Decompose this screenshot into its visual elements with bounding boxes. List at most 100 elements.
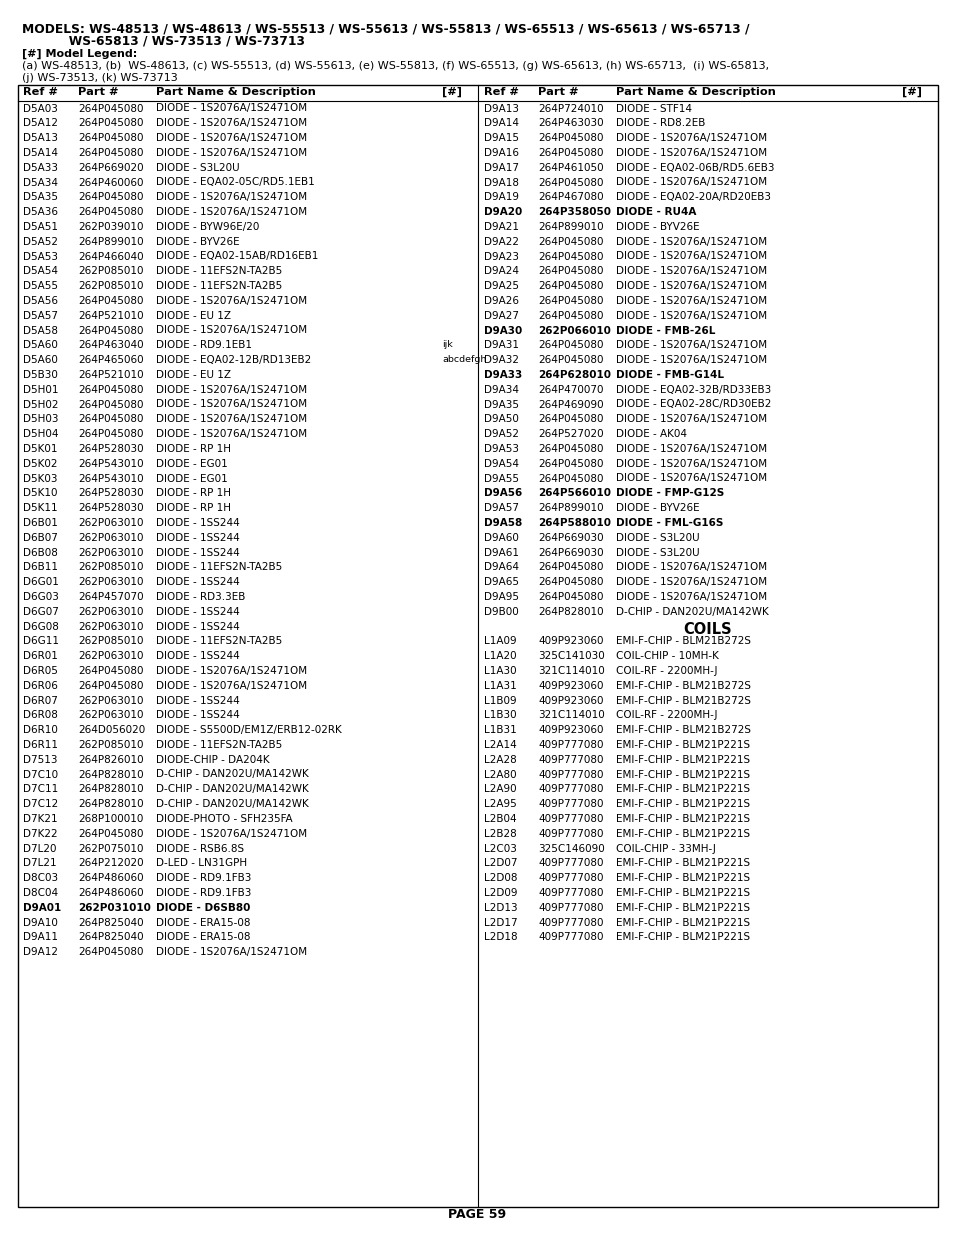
Text: 264P045080: 264P045080 <box>78 414 143 425</box>
Text: DIODE - AK04: DIODE - AK04 <box>616 429 686 440</box>
Text: D6R07: D6R07 <box>23 695 58 705</box>
Text: L2D13: L2D13 <box>483 903 517 913</box>
Text: (j) WS-73513, (k) WS-73713: (j) WS-73513, (k) WS-73713 <box>22 73 177 83</box>
Text: EMI-F-CHIP - BLM21B272S: EMI-F-CHIP - BLM21B272S <box>616 695 750 705</box>
Text: D6G01: D6G01 <box>23 577 59 587</box>
Text: 264P045080: 264P045080 <box>78 680 143 690</box>
Text: EMI-F-CHIP - BLM21P221S: EMI-F-CHIP - BLM21P221S <box>616 903 749 913</box>
Text: DIODE - 1SS244: DIODE - 1SS244 <box>156 695 239 705</box>
Text: 409P777080: 409P777080 <box>537 769 603 779</box>
Text: 264P212020: 264P212020 <box>78 858 144 868</box>
Text: EMI-F-CHIP - BLM21P221S: EMI-F-CHIP - BLM21P221S <box>616 799 749 809</box>
Text: 264P045080: 264P045080 <box>78 296 143 306</box>
Text: DIODE - RP 1H: DIODE - RP 1H <box>156 503 231 513</box>
Text: 262P066010: 262P066010 <box>537 326 610 336</box>
Text: L2A14: L2A14 <box>483 740 517 750</box>
Text: DIODE - RP 1H: DIODE - RP 1H <box>156 443 231 454</box>
Text: D9A17: D9A17 <box>483 163 518 173</box>
Text: D5K11: D5K11 <box>23 503 57 513</box>
Text: D9A35: D9A35 <box>483 399 518 410</box>
Text: [#] Model Legend:: [#] Model Legend: <box>22 49 137 59</box>
Text: D9A53: D9A53 <box>483 443 518 454</box>
Text: DIODE - S3L20U: DIODE - S3L20U <box>616 532 699 542</box>
Text: D6G07: D6G07 <box>23 606 59 616</box>
Text: 409P777080: 409P777080 <box>537 873 603 883</box>
Text: D5K10: D5K10 <box>23 488 57 498</box>
Text: D9A15: D9A15 <box>483 133 518 143</box>
Text: EMI-F-CHIP - BLM21P221S: EMI-F-CHIP - BLM21P221S <box>616 858 749 868</box>
Text: DIODE - S3L20U: DIODE - S3L20U <box>156 163 239 173</box>
Text: DIODE - EG01: DIODE - EG01 <box>156 473 228 483</box>
Text: D6R01: D6R01 <box>23 651 58 661</box>
Text: 264P045080: 264P045080 <box>537 311 603 321</box>
Text: 264P045080: 264P045080 <box>537 577 603 587</box>
Text: DIODE - 11EFS2N-TA2B5: DIODE - 11EFS2N-TA2B5 <box>156 636 282 646</box>
Text: DIODE - 1S2076A/1S2471OM: DIODE - 1S2076A/1S2471OM <box>616 414 766 425</box>
Text: DIODE - FMB-G14L: DIODE - FMB-G14L <box>616 370 723 380</box>
Text: 325C141030: 325C141030 <box>537 651 604 661</box>
Text: DIODE - BYV26E: DIODE - BYV26E <box>156 237 239 247</box>
Text: D5A57: D5A57 <box>23 311 58 321</box>
Text: DIODE - 1S2076A/1S2471OM: DIODE - 1S2076A/1S2471OM <box>616 356 766 366</box>
Text: D7513: D7513 <box>23 755 57 764</box>
Text: D5A33: D5A33 <box>23 163 58 173</box>
Text: DIODE - 1S2076A/1S2471OM: DIODE - 1S2076A/1S2471OM <box>616 282 766 291</box>
Text: DIODE - 1S2076A/1S2471OM: DIODE - 1S2076A/1S2471OM <box>616 458 766 469</box>
Text: DIODE - EU 1Z: DIODE - EU 1Z <box>156 311 231 321</box>
Text: 409P777080: 409P777080 <box>537 814 603 824</box>
Text: DIODE - BYV26E: DIODE - BYV26E <box>616 222 699 232</box>
Text: D5K02: D5K02 <box>23 458 57 469</box>
Text: D6B07: D6B07 <box>23 532 58 542</box>
Text: 264P045080: 264P045080 <box>537 282 603 291</box>
Text: D9A20: D9A20 <box>483 207 521 217</box>
Text: D9A27: D9A27 <box>483 311 518 321</box>
Text: D5A58: D5A58 <box>23 326 58 336</box>
Text: EMI-F-CHIP - BLM21P221S: EMI-F-CHIP - BLM21P221S <box>616 740 749 750</box>
Text: L2A28: L2A28 <box>483 755 517 764</box>
Text: DIODE - 11EFS2N-TA2B5: DIODE - 11EFS2N-TA2B5 <box>156 282 282 291</box>
Text: D5H01: D5H01 <box>23 384 58 395</box>
Text: D5H02: D5H02 <box>23 399 58 410</box>
Text: 409P777080: 409P777080 <box>537 932 603 942</box>
Text: L1A31: L1A31 <box>483 680 517 690</box>
Text: 264P045080: 264P045080 <box>78 829 143 839</box>
Text: Part #: Part # <box>537 86 578 98</box>
Text: 262P063010: 262P063010 <box>78 621 143 631</box>
Text: D9A23: D9A23 <box>483 252 518 262</box>
Text: D9A64: D9A64 <box>483 562 518 572</box>
Text: DIODE - BYW96E/20: DIODE - BYW96E/20 <box>156 222 259 232</box>
Text: D-CHIP - DAN202U/MA142WK: D-CHIP - DAN202U/MA142WK <box>156 784 309 794</box>
Text: 264P463040: 264P463040 <box>78 341 144 351</box>
Text: DIODE - 1SS244: DIODE - 1SS244 <box>156 651 239 661</box>
Text: 264P899010: 264P899010 <box>78 237 144 247</box>
Text: DIODE - RD9.1FB3: DIODE - RD9.1FB3 <box>156 888 251 898</box>
Text: DIODE - 1S2076A/1S2471OM: DIODE - 1S2076A/1S2471OM <box>616 562 766 572</box>
Text: 264P045080: 264P045080 <box>78 384 143 395</box>
Text: EMI-F-CHIP - BLM21P221S: EMI-F-CHIP - BLM21P221S <box>616 814 749 824</box>
Text: 264P045080: 264P045080 <box>537 178 603 188</box>
Text: DIODE - 11EFS2N-TA2B5: DIODE - 11EFS2N-TA2B5 <box>156 740 282 750</box>
Text: 409P777080: 409P777080 <box>537 903 603 913</box>
Text: D9A31: D9A31 <box>483 341 518 351</box>
Text: 409P777080: 409P777080 <box>537 799 603 809</box>
Text: 264P045080: 264P045080 <box>537 296 603 306</box>
Text: DIODE - EG01: DIODE - EG01 <box>156 458 228 469</box>
Text: EMI-F-CHIP - BLM21P221S: EMI-F-CHIP - BLM21P221S <box>616 829 749 839</box>
Text: 264P828010: 264P828010 <box>537 606 603 616</box>
Text: D9A11: D9A11 <box>23 932 58 942</box>
Text: 409P777080: 409P777080 <box>537 740 603 750</box>
Text: 264P588010: 264P588010 <box>537 517 610 527</box>
Text: 264P899010: 264P899010 <box>537 503 603 513</box>
Text: 409P777080: 409P777080 <box>537 918 603 927</box>
Text: D9A52: D9A52 <box>483 429 518 440</box>
Text: 264P045080: 264P045080 <box>78 104 143 114</box>
Text: D5A60: D5A60 <box>23 341 58 351</box>
Text: DIODE - 1S2076A/1S2471OM: DIODE - 1S2076A/1S2471OM <box>156 104 307 114</box>
Text: DIODE - 1S2076A/1S2471OM: DIODE - 1S2076A/1S2471OM <box>616 577 766 587</box>
Text: D-CHIP - DAN202U/MA142WK: D-CHIP - DAN202U/MA142WK <box>156 799 309 809</box>
Text: 264P045080: 264P045080 <box>78 399 143 410</box>
Text: 262P063010: 262P063010 <box>78 577 143 587</box>
Text: Part Name & Description: Part Name & Description <box>616 86 775 98</box>
Text: DIODE - FMB-26L: DIODE - FMB-26L <box>616 326 715 336</box>
Text: 264P045080: 264P045080 <box>537 341 603 351</box>
